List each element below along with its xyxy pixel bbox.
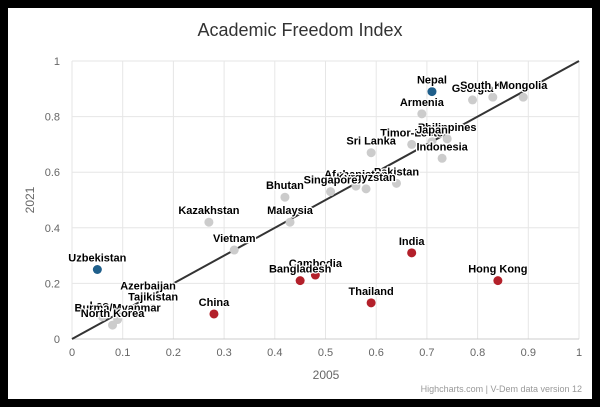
data-point[interactable] bbox=[407, 248, 417, 258]
data-point[interactable] bbox=[417, 109, 427, 119]
point-label: Mongolia bbox=[499, 80, 548, 92]
point-label: Bhutan bbox=[266, 180, 304, 192]
data-point[interactable] bbox=[427, 87, 437, 97]
x-tick-label: 0.7 bbox=[419, 347, 434, 359]
data-point[interactable] bbox=[442, 134, 452, 144]
data-point[interactable] bbox=[391, 178, 401, 188]
data-point[interactable] bbox=[493, 276, 503, 286]
point-label: Japan bbox=[416, 125, 448, 137]
data-point[interactable] bbox=[351, 181, 361, 191]
point-label: Thailand bbox=[349, 286, 394, 298]
x-tick-label: 0.9 bbox=[521, 347, 536, 359]
x-tick-label: 0.6 bbox=[369, 347, 384, 359]
x-tick-label: 1 bbox=[576, 347, 582, 359]
point-label: Laos bbox=[90, 300, 116, 312]
scatter-chart: Academic Freedom Index 0 0.2 0.4 0.6 0.8 1 0 0.… bbox=[23, 20, 582, 394]
data-point[interactable] bbox=[143, 292, 153, 302]
data-point[interactable] bbox=[468, 95, 478, 105]
reference-line bbox=[71, 60, 580, 340]
point-label: Nepal bbox=[417, 75, 447, 87]
data-points bbox=[92, 87, 528, 330]
point-label: Singapore bbox=[304, 175, 358, 187]
point-label: Bangladesh bbox=[269, 264, 332, 276]
point-label: India bbox=[399, 236, 426, 248]
point-label: North Korea bbox=[81, 308, 145, 320]
point-label: Pakistan bbox=[374, 166, 420, 178]
y-tick-label: 0.4 bbox=[45, 223, 60, 235]
point-label: Georgia bbox=[452, 83, 494, 95]
gridlines bbox=[71, 60, 580, 340]
data-point[interactable] bbox=[92, 265, 102, 274]
point-label: Azerbaijan bbox=[120, 280, 176, 292]
point-label: China bbox=[199, 297, 230, 309]
point-label: Burma/Myanmar bbox=[75, 303, 162, 315]
point-label: Timor-Leste bbox=[380, 127, 443, 139]
axes: 0 0.2 0.4 0.6 0.8 1 0 0.1 0.2 0.3 0.4 0.5 0.6 0.7 0.8 0… bbox=[45, 56, 582, 359]
x-tick-label: 0.1 bbox=[115, 347, 130, 359]
data-point[interactable] bbox=[280, 192, 290, 202]
y-axis-title: 2021 bbox=[23, 186, 37, 213]
y-tick-label: 0.2 bbox=[45, 278, 60, 290]
point-label: Malaysia bbox=[267, 205, 314, 217]
x-axis-title: 2005 bbox=[313, 368, 340, 382]
x-tick-label: 0.4 bbox=[267, 347, 282, 359]
data-point[interactable] bbox=[209, 309, 219, 319]
data-labels: Nepal Uzbekistan India Hong Kong Thailand Cam… bbox=[67, 73, 549, 321]
data-point[interactable] bbox=[407, 139, 417, 149]
point-label: Afghanistan bbox=[324, 169, 388, 181]
y-tick-label: 0.8 bbox=[45, 112, 60, 124]
data-point[interactable] bbox=[285, 217, 295, 227]
x-tick-label: 0.3 bbox=[216, 347, 231, 359]
data-point[interactable] bbox=[295, 276, 305, 286]
data-point[interactable] bbox=[148, 303, 158, 313]
y-tick-label: 1 bbox=[54, 56, 60, 68]
data-point[interactable] bbox=[361, 184, 371, 194]
chart-title: Academic Freedom Index bbox=[197, 20, 402, 40]
chart-frame: Academic Freedom Index 0 0.2 0.4 0.6 0.8 1 0 0.… bbox=[8, 8, 592, 399]
x-tick-label: 0.8 bbox=[470, 347, 485, 359]
point-label: Uzbekistan bbox=[68, 253, 126, 265]
data-point[interactable] bbox=[427, 137, 437, 147]
point-label: South Korea bbox=[460, 80, 526, 92]
data-point[interactable] bbox=[518, 92, 528, 102]
data-point[interactable] bbox=[97, 312, 107, 322]
data-point[interactable] bbox=[108, 320, 118, 330]
y-tick-label: 0.6 bbox=[45, 167, 60, 179]
y-tick-label: 0 bbox=[54, 334, 60, 346]
point-label: Cambodia bbox=[289, 258, 343, 270]
point-label: Kyrgyzstan bbox=[336, 172, 396, 184]
chart-credits[interactable]: Highcharts.com | V-Dem data version 12 bbox=[421, 384, 582, 394]
data-point[interactable] bbox=[204, 217, 214, 227]
point-label: Hong Kong bbox=[468, 264, 527, 276]
point-label: Indonesia bbox=[416, 141, 468, 153]
x-tick-label: 0.5 bbox=[318, 347, 333, 359]
data-point[interactable] bbox=[366, 298, 376, 308]
data-point[interactable] bbox=[310, 270, 320, 280]
point-label: Vietnam bbox=[213, 233, 256, 245]
x-tick-label: 0.2 bbox=[166, 347, 181, 359]
x-tick-label: 0 bbox=[69, 347, 75, 359]
data-point[interactable] bbox=[229, 245, 239, 255]
point-label: Tajikistan bbox=[128, 291, 178, 303]
point-label: Philippines bbox=[418, 122, 477, 134]
point-label: Sri Lanka bbox=[346, 136, 396, 148]
data-point[interactable] bbox=[437, 153, 447, 163]
data-point[interactable] bbox=[326, 187, 336, 197]
point-label: Kazakhstan bbox=[178, 205, 239, 217]
point-label: Armenia bbox=[400, 97, 445, 109]
data-point[interactable] bbox=[488, 92, 498, 102]
data-point[interactable] bbox=[366, 148, 376, 158]
